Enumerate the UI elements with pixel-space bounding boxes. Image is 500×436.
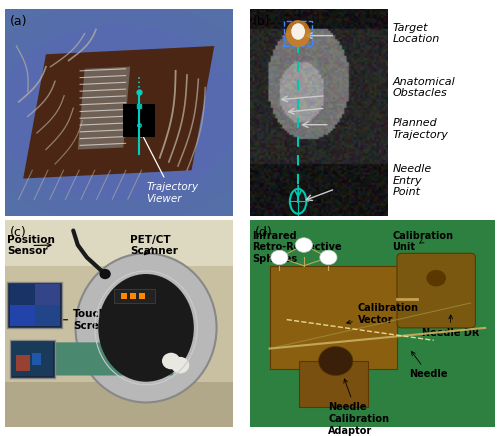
Text: Touch
Screen: Touch Screen xyxy=(50,309,114,331)
Circle shape xyxy=(318,347,353,375)
Text: (d): (d) xyxy=(255,226,272,239)
Circle shape xyxy=(171,357,190,373)
Polygon shape xyxy=(78,67,130,150)
Ellipse shape xyxy=(0,10,259,215)
Ellipse shape xyxy=(0,0,274,225)
Text: Trajectory
Viewer: Trajectory Viewer xyxy=(141,133,198,204)
Text: Needle
Calibration
Adaptor: Needle Calibration Adaptor xyxy=(328,379,390,436)
Text: (b): (b) xyxy=(253,15,270,28)
FancyBboxPatch shape xyxy=(44,342,174,375)
Bar xyxy=(270,266,397,369)
Text: Planned
Trajectory: Planned Trajectory xyxy=(393,118,449,140)
Bar xyxy=(299,361,368,406)
Circle shape xyxy=(271,250,288,265)
Circle shape xyxy=(296,238,312,252)
Bar xyxy=(130,293,136,299)
Bar xyxy=(34,305,59,326)
Ellipse shape xyxy=(76,253,216,402)
Circle shape xyxy=(162,353,180,369)
Text: Needle DR: Needle DR xyxy=(422,315,479,338)
Bar xyxy=(139,293,145,299)
Bar xyxy=(5,220,232,266)
Circle shape xyxy=(100,269,111,279)
Text: Needle
Entry
Point: Needle Entry Point xyxy=(393,164,432,197)
Bar xyxy=(10,305,34,326)
Ellipse shape xyxy=(291,23,305,40)
Bar xyxy=(124,104,155,137)
Bar xyxy=(10,340,55,378)
Bar xyxy=(34,284,59,305)
Circle shape xyxy=(320,250,337,265)
Bar xyxy=(10,284,34,305)
Text: Needle: Needle xyxy=(409,351,448,379)
Text: Calibration
Unit: Calibration Unit xyxy=(392,231,453,252)
Bar xyxy=(114,289,155,303)
Bar xyxy=(121,293,126,299)
Text: Position
Sensor: Position Sensor xyxy=(8,235,55,256)
Ellipse shape xyxy=(0,24,240,200)
Bar xyxy=(8,283,62,328)
Bar xyxy=(5,382,232,427)
Polygon shape xyxy=(23,46,214,179)
Text: (a): (a) xyxy=(10,15,27,28)
Bar xyxy=(284,21,312,46)
Text: (c): (c) xyxy=(10,226,26,239)
FancyBboxPatch shape xyxy=(397,253,475,328)
Bar xyxy=(16,355,30,371)
Bar xyxy=(12,342,53,375)
Circle shape xyxy=(426,270,446,286)
Ellipse shape xyxy=(98,274,194,382)
Text: PET/CT
Scanner: PET/CT Scanner xyxy=(130,235,178,256)
Text: Calibration
Vector: Calibration Vector xyxy=(346,303,419,325)
Text: Anatomical
Obstacles: Anatomical Obstacles xyxy=(393,77,456,98)
Bar xyxy=(32,353,42,365)
Text: Target
Location: Target Location xyxy=(393,23,440,44)
Ellipse shape xyxy=(286,20,310,47)
Text: Infrared
Retro-Reflective
Spheres: Infrared Retro-Reflective Spheres xyxy=(252,231,342,264)
